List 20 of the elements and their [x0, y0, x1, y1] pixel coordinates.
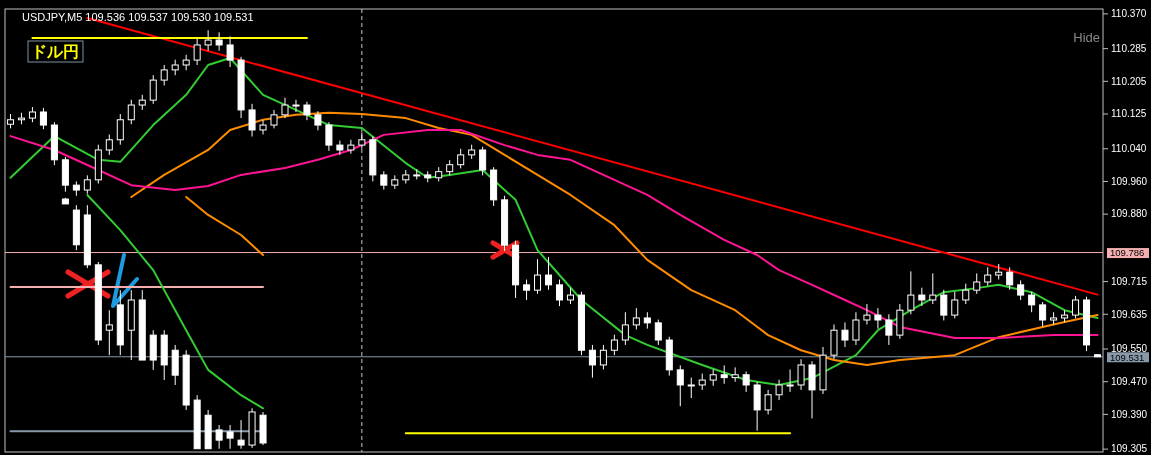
line-series: [130, 111, 1099, 366]
line-series: [86, 193, 265, 410]
chart-title: USDJPY,M5 109.536 109.537 109.530 109.531: [22, 11, 254, 23]
y-tick-label: 109.305: [1111, 443, 1148, 455]
annotation: Hide: [1073, 30, 1100, 45]
y-tick-label: 109.960: [1111, 175, 1148, 187]
y-tick-label: 109.715: [1111, 275, 1148, 287]
line-series: [9, 128, 1099, 339]
y-tick-label: 109.880: [1111, 208, 1148, 220]
line-series: [185, 195, 265, 257]
y-tick-label: 110.040: [1111, 143, 1147, 155]
y-tick-label: 110.205: [1111, 75, 1147, 87]
y-tick-label: 110.370: [1111, 8, 1147, 20]
y-tick-label: 109.470: [1111, 376, 1148, 388]
y-tick-label: 110.285: [1111, 42, 1147, 54]
ref-line-label: 109.786: [1110, 247, 1145, 259]
y-tick-label: 109.635: [1111, 308, 1148, 320]
annotation: ドル円: [31, 42, 79, 61]
y-tick-label: 110.125: [1111, 108, 1147, 120]
y-tick-label: 109.390: [1111, 408, 1148, 420]
